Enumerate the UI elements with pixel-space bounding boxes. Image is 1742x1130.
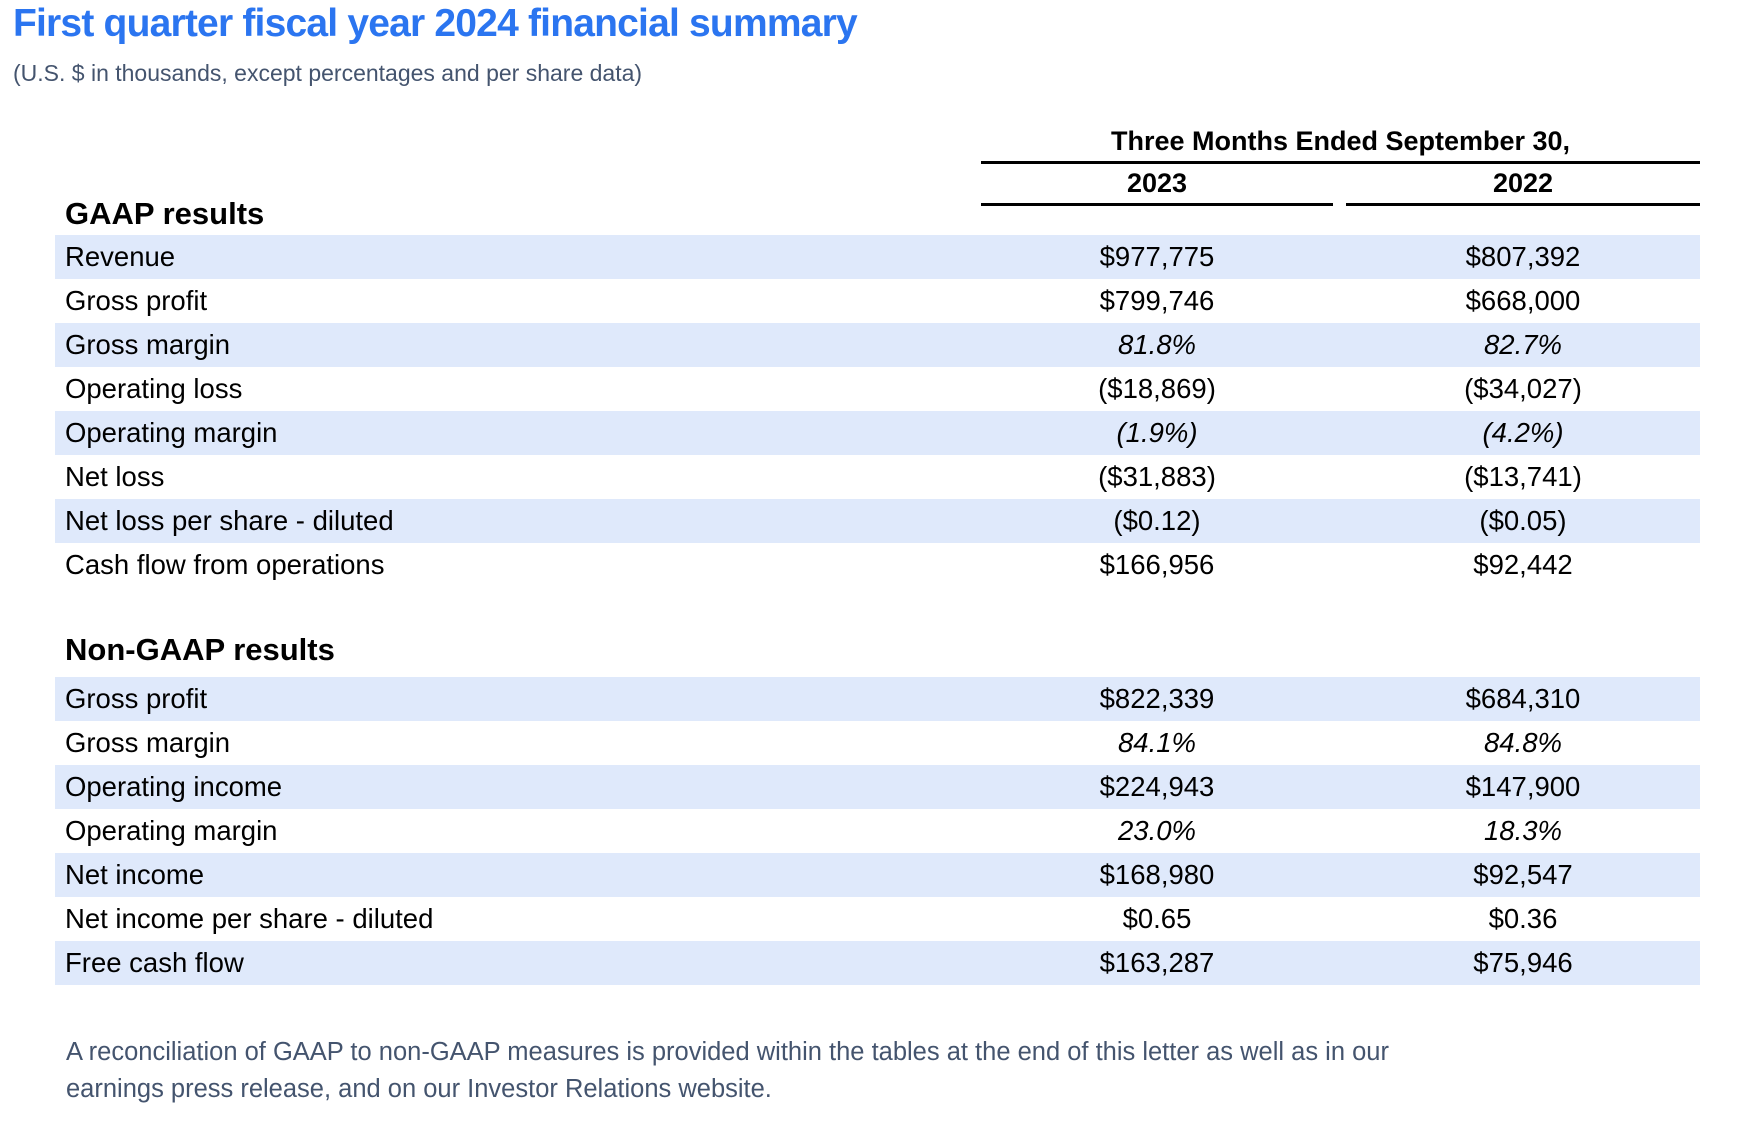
row-label: Operating margin [65, 815, 278, 846]
value-2022: 18.3% [1484, 815, 1562, 846]
value-2023: ($18,869) [1098, 373, 1216, 404]
page-subtitle: (U.S. $ in thousands, except percentages… [13, 60, 643, 86]
value-2023: $163,287 [1099, 947, 1215, 978]
footnote-line-2: earnings press release, and on our Inves… [66, 1074, 772, 1103]
value-2022: $668,000 [1465, 285, 1581, 316]
row-label: Gross profit [65, 683, 208, 714]
value-2022: $75,946 [1473, 947, 1573, 978]
table-row: Net loss ($31,883) ($13,741) [55, 455, 1700, 499]
value-2023: 23.0% [1118, 815, 1196, 846]
row-label: Net loss per share - diluted [65, 505, 394, 536]
value-2022: ($0.05) [1479, 505, 1567, 536]
value-2023: $168,980 [1099, 859, 1215, 890]
row-label: Net income [65, 859, 205, 890]
period-header: Three Months Ended September 30, [981, 126, 1700, 164]
table-row: Gross margin 84.1% 84.8% [55, 721, 1700, 765]
value-2023: 81.8% [1118, 329, 1196, 360]
footnote-line-1: A reconciliation of GAAP to non-GAAP mea… [66, 1038, 1389, 1066]
table-row: Cash flow from operations $166,956 $92,4… [55, 543, 1700, 587]
year-header-row: 2023 2022 [981, 165, 1700, 206]
row-label: Operating loss [65, 373, 243, 404]
value-2022: ($34,027) [1464, 373, 1582, 404]
table-row: Revenue $977,775 $807,392 [55, 235, 1700, 279]
table-row: Operating income $224,943 $147,900 [55, 765, 1700, 809]
table-row: Operating margin (1.9%) (4.2%) [55, 411, 1700, 455]
value-2022: 82.7% [1484, 329, 1562, 360]
value-2023: ($0.12) [1113, 505, 1201, 536]
column-gap [1333, 165, 1346, 206]
row-label: Free cash flow [65, 947, 244, 978]
value-2023: ($31,883) [1098, 461, 1216, 492]
row-label: Operating income [65, 771, 283, 802]
section-heading-non-gaap: Non-GAAP results [65, 632, 335, 667]
value-2023: $0.65 [1122, 903, 1192, 934]
row-label: Gross margin [65, 727, 231, 758]
value-2022: $147,900 [1465, 771, 1581, 802]
non-gaap-results-table: Gross profit $822,339 $684,310 Gross mar… [55, 677, 1700, 985]
value-2022: $92,442 [1473, 549, 1573, 580]
row-label: Revenue [65, 241, 176, 272]
table-row: Operating margin 23.0% 18.3% [55, 809, 1700, 853]
value-2022: $807,392 [1465, 241, 1581, 272]
table-row: Net income per share - diluted $0.65 $0.… [55, 897, 1700, 941]
table-row: Net income $168,980 $92,547 [55, 853, 1700, 897]
table-row: Gross profit $799,746 $668,000 [55, 279, 1700, 323]
value-2022: ($13,741) [1464, 461, 1582, 492]
value-2022: (4.2%) [1482, 417, 1564, 448]
row-label: Gross margin [65, 329, 231, 360]
row-label: Operating margin [65, 417, 278, 448]
row-label: Net loss [65, 461, 165, 492]
row-label: Net income per share - diluted [65, 903, 434, 934]
value-2022: $0.36 [1488, 903, 1558, 934]
table-column-header: Three Months Ended September 30, 2023 20… [981, 126, 1700, 206]
value-2023: $224,943 [1099, 771, 1215, 802]
value-2023: $799,746 [1099, 285, 1215, 316]
table-row: Gross profit $822,339 $684,310 [55, 677, 1700, 721]
table-row: Net loss per share - diluted ($0.12) ($0… [55, 499, 1700, 543]
row-label: Cash flow from operations [65, 549, 385, 580]
value-2022: $684,310 [1465, 683, 1581, 714]
column-header-2022: 2022 [1346, 165, 1700, 206]
reconciliation-footnote: A reconciliation of GAAP to non-GAAP mea… [66, 1034, 1389, 1108]
value-2023: 84.1% [1118, 727, 1196, 758]
table-row: Gross margin 81.8% 82.7% [55, 323, 1700, 367]
value-2023: (1.9%) [1116, 417, 1198, 448]
gaap-results-table: Revenue $977,775 $807,392 Gross profit $… [55, 235, 1700, 587]
value-2023: $822,339 [1099, 683, 1215, 714]
value-2022: 84.8% [1484, 727, 1562, 758]
table-row: Operating loss ($18,869) ($34,027) [55, 367, 1700, 411]
value-2023: $977,775 [1099, 241, 1215, 272]
section-heading-gaap: GAAP results [65, 196, 265, 231]
value-2022: $92,547 [1473, 859, 1573, 890]
page-title: First quarter fiscal year 2024 financial… [13, 2, 858, 45]
table-row: Free cash flow $163,287 $75,946 [55, 941, 1700, 985]
column-header-2023: 2023 [981, 165, 1333, 206]
value-2023: $166,956 [1099, 549, 1215, 580]
row-label: Gross profit [65, 285, 208, 316]
